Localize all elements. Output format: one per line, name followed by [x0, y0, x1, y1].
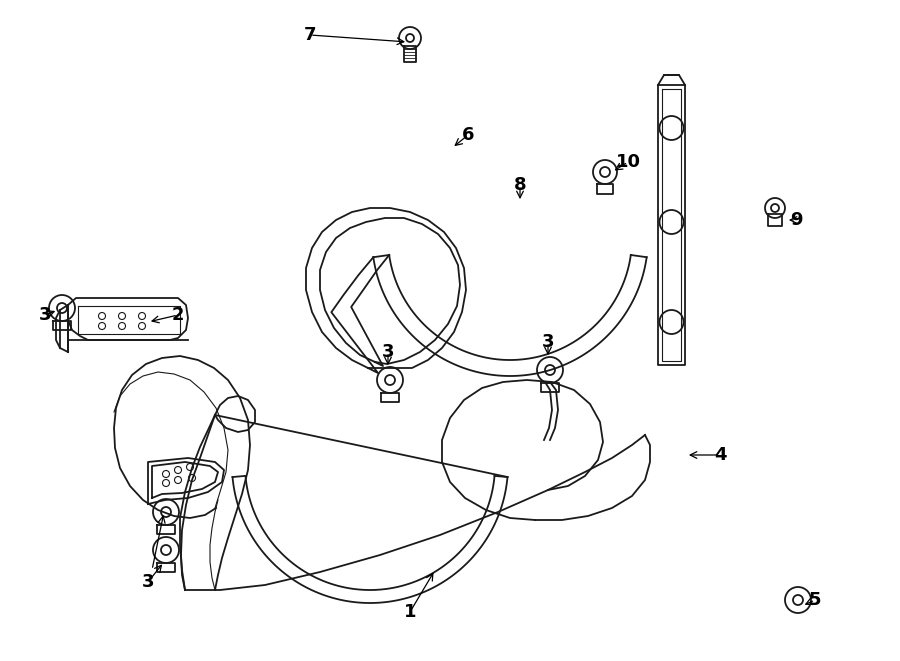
Text: 3: 3 [39, 306, 51, 324]
Text: 10: 10 [616, 153, 641, 171]
Text: 3: 3 [542, 333, 554, 351]
Text: 7: 7 [304, 26, 316, 44]
Text: 9: 9 [790, 211, 802, 229]
Text: 4: 4 [714, 446, 726, 464]
Text: 3: 3 [382, 343, 394, 361]
Text: 2: 2 [172, 306, 184, 324]
Text: 6: 6 [462, 126, 474, 144]
Text: 3: 3 [142, 573, 154, 591]
Text: 5: 5 [809, 591, 821, 609]
Text: 8: 8 [514, 176, 526, 194]
Text: 1: 1 [404, 603, 416, 621]
